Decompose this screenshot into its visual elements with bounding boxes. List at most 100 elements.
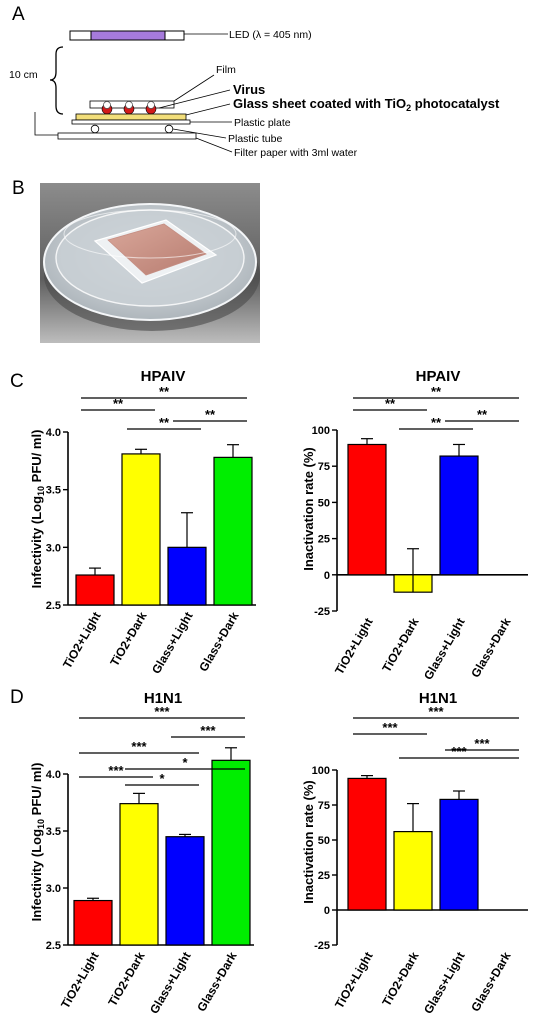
y-tick-label: 2.5 <box>46 940 61 952</box>
plastic-tube <box>90 124 100 134</box>
filter-leader-line <box>195 137 233 153</box>
chart-title: H1N1 <box>144 690 182 707</box>
significance-label: *** <box>200 723 216 738</box>
significance-label: ** <box>205 407 216 422</box>
y-tick-label: -25 <box>314 606 330 618</box>
chart-title: HPAIV <box>141 368 186 385</box>
led-device <box>69 30 185 41</box>
chart-title: HPAIV <box>416 368 461 385</box>
panel-b-letter: B <box>12 178 25 199</box>
bar <box>211 759 251 946</box>
y-tick-label: 50 <box>318 835 330 847</box>
y-axis-label: Infectivity (Log10 PFU/ ml) <box>29 763 46 922</box>
x-tick-label: Glass+Dark <box>196 609 241 674</box>
film-leader-line <box>173 74 215 102</box>
significance-label: ** <box>159 384 170 399</box>
y-tick-label: 25 <box>318 870 330 882</box>
panel-a: A LED (λ = 405 nm) 10 cm Film Virus <box>9 4 500 159</box>
y-tick-label: 0 <box>324 905 330 917</box>
x-tick-label: TiO2+Dark <box>107 609 149 668</box>
y-tick-label: 3.0 <box>46 883 61 895</box>
significance-label: *** <box>131 739 147 754</box>
y-tick-label: 100 <box>312 425 330 437</box>
chart-hpaiv-inactivation: HPAIV Inactivation rate (%) -25 0 25 50 75 10… <box>301 368 528 682</box>
bar <box>347 777 387 911</box>
y-tick-label: 3.5 <box>46 485 61 497</box>
y-tick-label: 4.0 <box>46 427 61 439</box>
significance-label: *** <box>474 736 490 751</box>
y-tick-label: 3.5 <box>46 826 61 838</box>
film-label: Film <box>216 64 236 76</box>
significance-label: ** <box>431 384 442 399</box>
virus-particle <box>125 101 133 109</box>
y-tick-label: 2.5 <box>46 600 61 612</box>
x-tick-label: TiO2+Dark <box>105 949 147 1008</box>
x-tick-label: Glass+Light <box>421 950 468 1017</box>
photo-petri-dish <box>40 183 260 343</box>
sample-stack <box>57 100 197 140</box>
y-tick-label: 4.0 <box>46 769 61 781</box>
significance-label: *** <box>428 704 444 719</box>
significance-label: * <box>159 771 165 786</box>
virus-leader-line <box>158 89 231 109</box>
distance-label: 10 cm <box>9 69 38 81</box>
significance-label: ** <box>159 415 170 430</box>
chart-title: H1N1 <box>419 690 457 707</box>
significance-label: ** <box>477 407 488 422</box>
y-tick-label: 50 <box>318 497 330 509</box>
filter-label: Filter paper with 3ml water <box>234 147 358 159</box>
significance-label: *** <box>451 744 467 759</box>
chart-h1n1-inactivation: H1N1 Inactivation rate (%) -25 0 25 50 75 100… <box>301 690 528 1016</box>
y-tick-label: 100 <box>312 765 330 777</box>
dish-coated-film <box>107 223 207 276</box>
y-tick-label: 3.0 <box>46 542 61 554</box>
bar <box>73 899 113 946</box>
glass-label: Glass sheet coated with TiO2 photocataly… <box>233 96 500 113</box>
bar <box>75 574 115 606</box>
significance-label: ** <box>431 415 442 430</box>
led-emitter <box>90 30 166 41</box>
bar <box>393 830 433 911</box>
bar <box>213 456 253 606</box>
tube-leader-line <box>172 128 227 139</box>
x-tick-label: Glass+Dark <box>194 949 239 1014</box>
significance-label: *** <box>108 763 124 778</box>
significance-label: * <box>182 755 188 770</box>
bar <box>439 798 479 911</box>
y-axis-label: Inactivation rate (%) <box>301 447 316 571</box>
bar <box>439 455 479 576</box>
x-tick-label: Glass+Dark <box>468 949 513 1014</box>
x-tick-label: Glass+Light <box>149 610 196 677</box>
significance-label: *** <box>154 704 170 719</box>
chart-h1n1-infectivity: H1N1 Infectivity (Log10 PFU/ ml) 2.5 3.0 3… <box>29 690 254 1016</box>
tube-label: Plastic tube <box>228 133 282 145</box>
bar <box>121 453 161 606</box>
y-tick-label: 0 <box>324 570 330 582</box>
x-tick-label: TiO2+Dark <box>379 949 421 1008</box>
significance-label: ** <box>385 396 396 411</box>
x-tick-label: TiO2+Light <box>332 616 376 677</box>
glass-sheet <box>75 113 187 121</box>
x-tick-label: TiO2+Light <box>60 610 104 671</box>
x-tick-label: Glass+Dark <box>468 615 513 680</box>
glass-leader-line <box>185 103 231 116</box>
y-axis-label: Inactivation rate (%) <box>301 780 316 904</box>
y-tick-label: -25 <box>314 940 330 952</box>
bar <box>119 803 159 946</box>
x-tick-label: TiO2+Light <box>332 950 376 1011</box>
filter-paper <box>57 132 197 140</box>
virus-label: Virus <box>233 82 265 97</box>
plate-label: Plastic plate <box>234 117 291 129</box>
significance-label: ** <box>113 396 124 411</box>
y-tick-label: 75 <box>318 461 330 473</box>
y-tick-label: 25 <box>318 534 330 546</box>
panel-a-letter: A <box>12 4 25 25</box>
dish-highlight <box>63 209 237 259</box>
panel-b: B <box>12 178 260 343</box>
panel-d-letter: D <box>10 687 24 708</box>
x-tick-label: TiO2+Dark <box>379 615 421 674</box>
bar <box>347 443 387 576</box>
plastic-plate <box>71 119 191 125</box>
x-tick-label: Glass+Light <box>421 616 468 683</box>
